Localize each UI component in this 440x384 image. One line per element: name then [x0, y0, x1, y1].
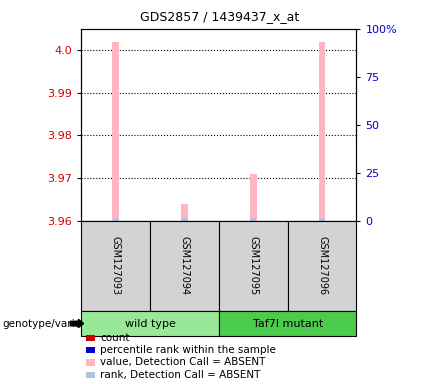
- Text: count: count: [100, 333, 129, 343]
- Bar: [181, 204, 188, 221]
- Text: GSM127096: GSM127096: [317, 237, 327, 295]
- Text: GSM127093: GSM127093: [111, 237, 121, 295]
- Text: percentile rank within the sample: percentile rank within the sample: [100, 345, 276, 355]
- Bar: [250, 174, 257, 221]
- Bar: [319, 218, 325, 221]
- Bar: [181, 218, 187, 221]
- Text: GDS2857 / 1439437_x_at: GDS2857 / 1439437_x_at: [140, 10, 300, 23]
- Text: GSM127094: GSM127094: [180, 237, 190, 295]
- Text: rank, Detection Call = ABSENT: rank, Detection Call = ABSENT: [100, 370, 260, 380]
- Bar: [112, 41, 119, 221]
- Bar: [319, 41, 326, 221]
- Text: GSM127095: GSM127095: [248, 236, 258, 296]
- Text: value, Detection Call = ABSENT: value, Detection Call = ABSENT: [100, 358, 265, 367]
- Text: wild type: wild type: [125, 318, 176, 329]
- Bar: [113, 218, 119, 221]
- Text: Taf7l mutant: Taf7l mutant: [253, 318, 323, 329]
- Text: genotype/variation: genotype/variation: [2, 318, 101, 329]
- Bar: [250, 218, 257, 221]
